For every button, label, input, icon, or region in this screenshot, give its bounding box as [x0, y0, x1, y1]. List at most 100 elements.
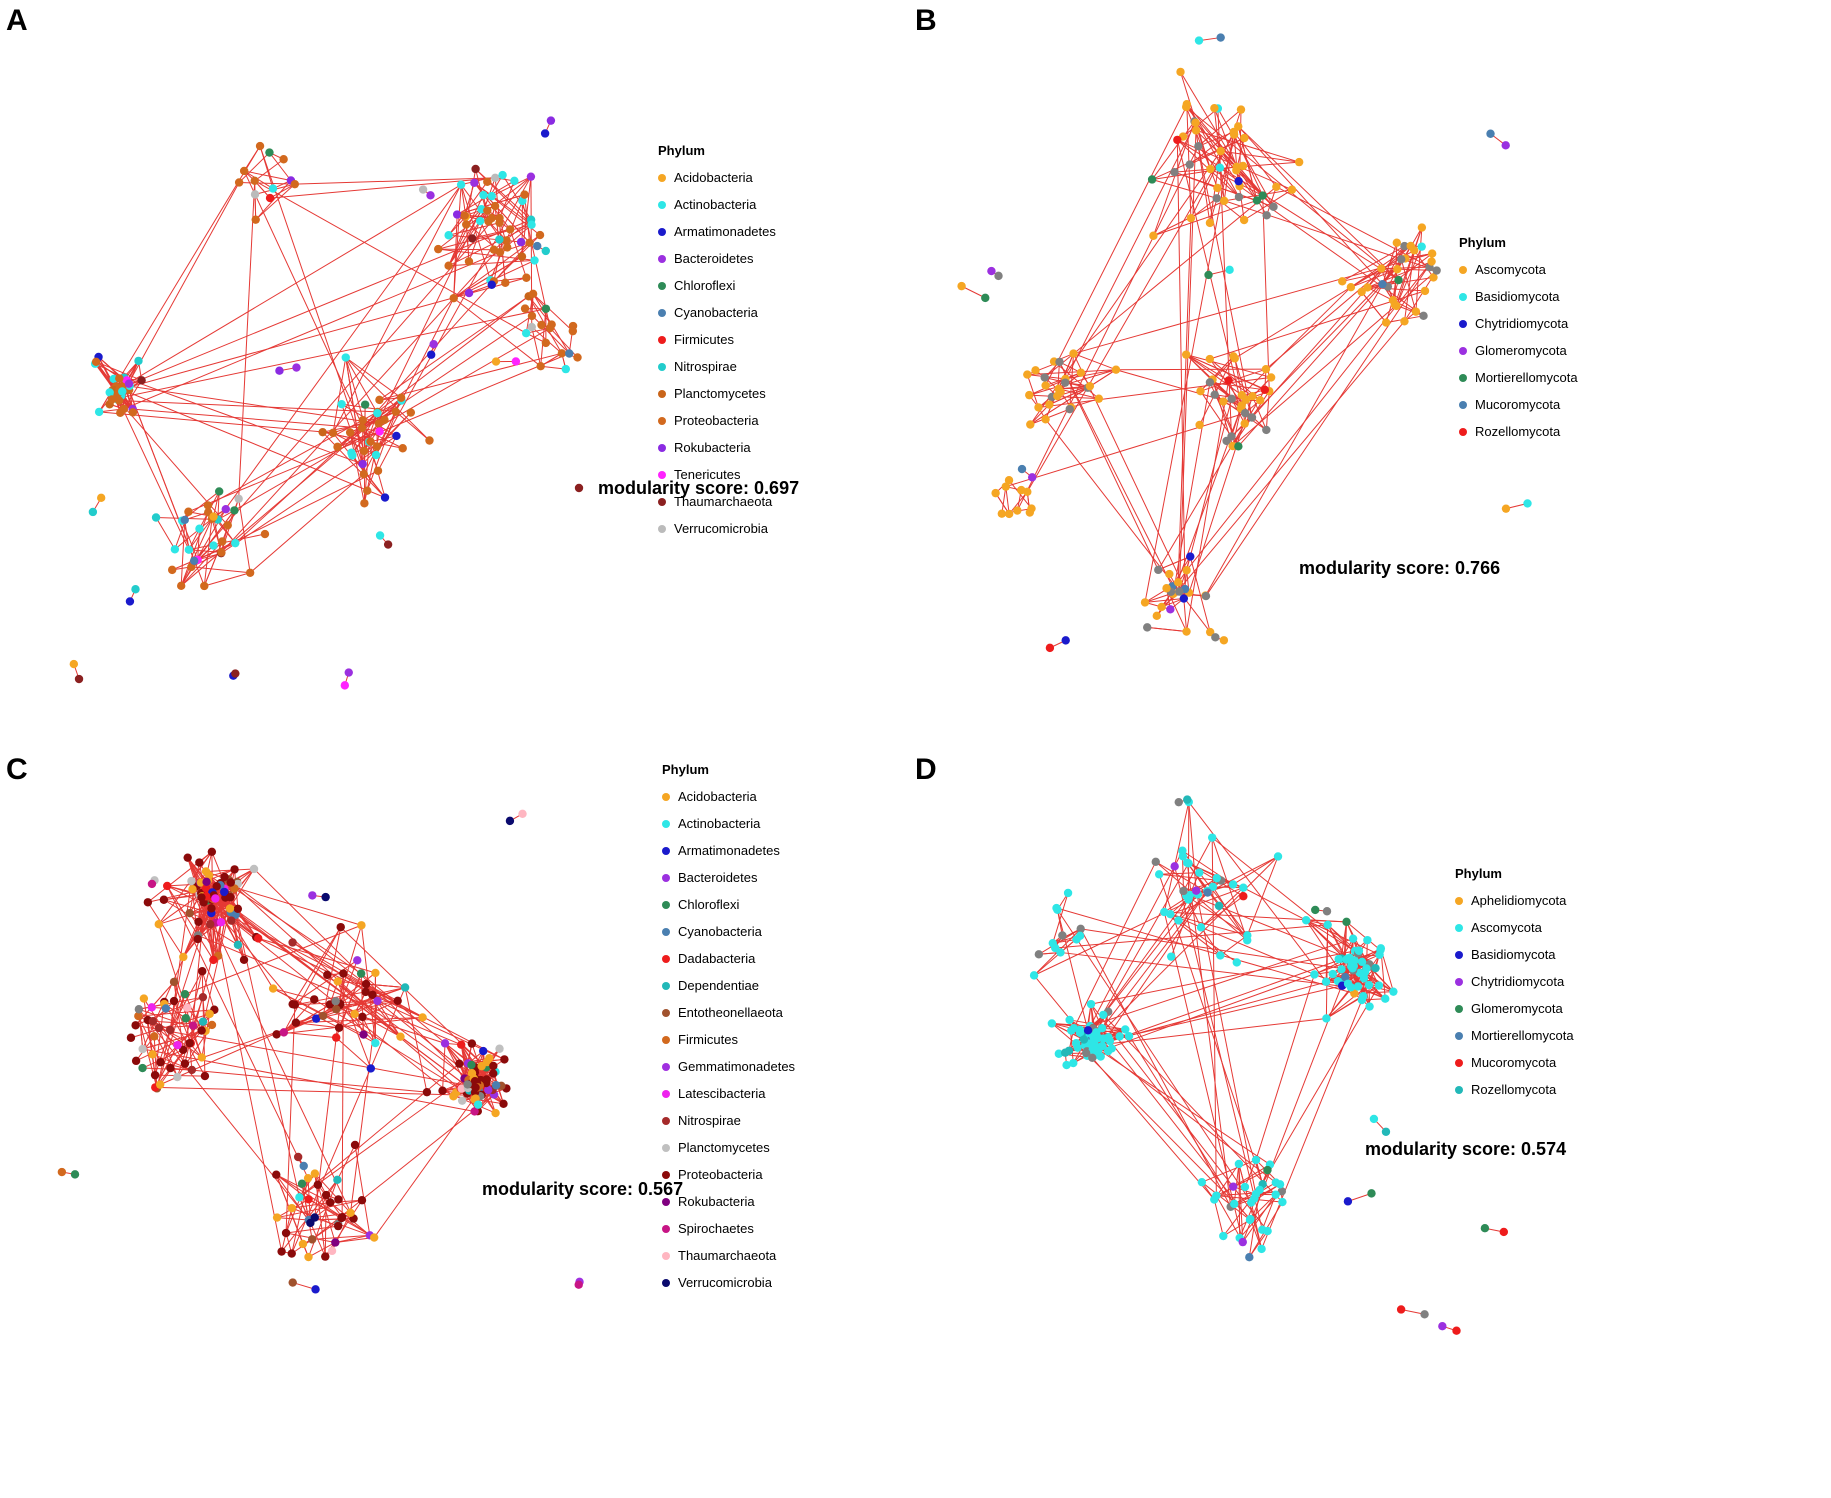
edge	[1156, 320, 1405, 617]
edge	[1174, 171, 1218, 189]
node	[1417, 223, 1427, 232]
node	[197, 893, 206, 902]
node	[1261, 364, 1271, 374]
node	[1054, 1049, 1064, 1058]
node	[233, 940, 243, 949]
edge	[1102, 1014, 1283, 1203]
node	[1263, 1165, 1272, 1175]
edge	[314, 1173, 351, 1214]
node	[491, 357, 501, 366]
node	[1041, 415, 1050, 424]
edge	[1102, 894, 1199, 1016]
edge	[138, 1008, 310, 1221]
node	[250, 190, 260, 199]
legend-label: Spirochaetes	[678, 1221, 754, 1236]
edge	[299, 1063, 460, 1198]
node	[482, 1075, 491, 1084]
edge	[1237, 126, 1383, 285]
node	[422, 1087, 432, 1097]
node	[350, 1140, 360, 1150]
node	[255, 141, 265, 151]
edge	[1200, 926, 1315, 975]
node	[1240, 408, 1250, 418]
node	[249, 864, 259, 874]
node	[333, 442, 342, 452]
node	[1195, 868, 1204, 877]
edge	[220, 868, 255, 923]
edge	[249, 473, 365, 574]
node	[1396, 1305, 1406, 1314]
edge	[125, 385, 379, 425]
edge	[1147, 626, 1187, 633]
edge	[1188, 801, 1327, 983]
edge	[191, 566, 251, 574]
edge	[1089, 938, 1354, 1027]
edge	[1155, 861, 1208, 893]
legend-item: Proteobacteria	[662, 1161, 795, 1188]
legend-swatch	[662, 1278, 670, 1287]
node	[361, 987, 370, 997]
edge	[540, 308, 547, 367]
node	[372, 442, 382, 451]
node	[1013, 506, 1022, 515]
node	[150, 1032, 159, 1041]
node	[457, 1084, 466, 1093]
edge	[201, 1013, 211, 1058]
node	[1055, 357, 1064, 367]
legend-swatch	[662, 927, 670, 936]
legend-swatch	[658, 227, 666, 236]
node	[220, 872, 229, 882]
edge	[1200, 390, 1232, 437]
node	[1096, 1052, 1105, 1061]
node	[516, 237, 526, 247]
node	[368, 990, 377, 999]
edge	[1261, 999, 1363, 1250]
node	[366, 1064, 376, 1073]
node	[265, 148, 274, 157]
edge	[180, 512, 209, 586]
node	[1045, 400, 1054, 409]
node	[380, 493, 390, 502]
edge	[1073, 861, 1157, 1029]
node	[487, 191, 496, 201]
edge	[1250, 1202, 1263, 1250]
node	[293, 1152, 303, 1162]
node	[495, 247, 505, 257]
legend-label: Glomeromycota	[1471, 1001, 1563, 1016]
edge	[291, 987, 406, 1254]
node	[1076, 368, 1086, 377]
legend-swatch	[1459, 400, 1467, 409]
node	[1047, 1019, 1057, 1028]
node	[96, 493, 106, 503]
edge	[493, 219, 532, 251]
edge	[1183, 598, 1188, 632]
edge	[521, 200, 547, 309]
edge	[220, 882, 362, 926]
edge	[1049, 387, 1089, 406]
edge	[1239, 1190, 1283, 1239]
node	[1417, 242, 1426, 251]
edge	[1207, 856, 1279, 893]
node	[520, 190, 529, 199]
node	[994, 271, 1003, 281]
edge	[438, 224, 532, 250]
edge	[113, 390, 190, 550]
network-graph	[1029, 795, 1509, 1335]
node	[70, 1170, 80, 1179]
legend-item: Mucoromycota	[1459, 391, 1578, 418]
legend-label: Ascomycota	[1471, 920, 1542, 935]
node	[114, 396, 124, 405]
node	[1086, 999, 1096, 1009]
edge	[109, 277, 527, 393]
edge	[1144, 131, 1235, 603]
node	[1178, 846, 1187, 855]
node	[306, 1218, 315, 1228]
node	[187, 1065, 197, 1075]
node	[88, 507, 98, 517]
node	[268, 184, 278, 193]
node	[303, 1173, 313, 1183]
edge	[166, 885, 214, 961]
legend-item: Nitrospirae	[658, 353, 776, 380]
legend-swatch	[662, 1008, 670, 1017]
node	[1208, 882, 1218, 892]
